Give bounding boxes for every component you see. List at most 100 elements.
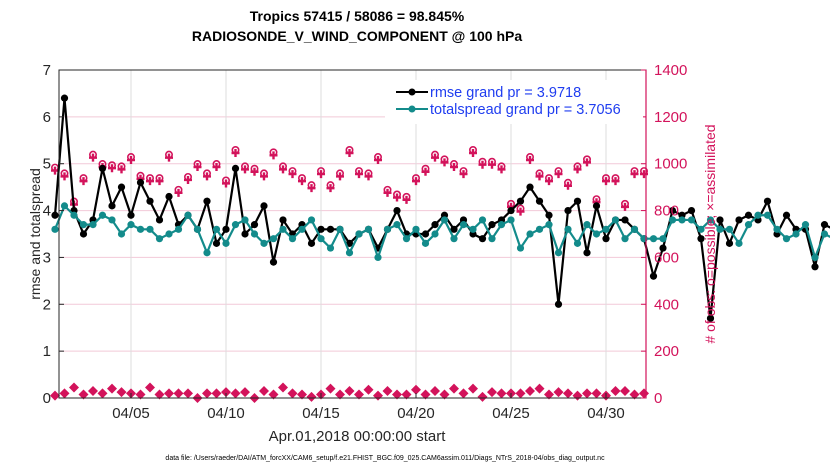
rmse-point [98, 164, 107, 172]
rmse-point [545, 211, 553, 219]
totalspread-point [89, 221, 97, 229]
rmse-point [735, 216, 743, 224]
rmse-point [60, 94, 69, 102]
y-tick-label-right: 1200 [654, 109, 687, 126]
assimilated-obs-marker [344, 385, 355, 396]
totalspread-point [611, 216, 620, 224]
totalspread-point [307, 216, 316, 224]
rmse-line [53, 98, 830, 319]
rmse-point [725, 239, 734, 247]
assimilated-obs-marker [411, 384, 421, 395]
rmse-point [763, 197, 772, 205]
assimilated-obs-marker [183, 388, 193, 399]
assimilated-obs-marker [268, 389, 279, 400]
assimilated-obs-marker [69, 382, 79, 393]
assimilated-obs-marker [430, 385, 440, 396]
rmse-point [649, 272, 658, 280]
assimilated-obs-marker [420, 389, 431, 400]
y-axis-label: rmse and totalspread [27, 168, 43, 300]
assimilated-obs-marker [582, 388, 592, 399]
rmse-point [668, 206, 677, 215]
rmse-point [573, 197, 582, 205]
totalspread-point [146, 225, 154, 233]
totalspread-point [155, 235, 164, 243]
x-tick-label: 04/25 [492, 405, 530, 422]
y-ticks-right: 0 200 400 600 800 1000 1200 1400 [641, 62, 687, 407]
rmse-point [488, 221, 496, 229]
totalspread-point [298, 225, 306, 233]
totalspread-point [573, 239, 582, 247]
possible-obs-cross [269, 151, 278, 160]
x-axis-label: Apr.01,2018 00:00:00 start [269, 428, 447, 445]
rmse-point [307, 239, 316, 247]
rmse-point [317, 225, 325, 233]
grid [59, 70, 646, 398]
totalspread-point [165, 230, 173, 238]
possible-obs-cross [127, 156, 135, 165]
rmse-point [820, 221, 829, 229]
totalspread-point [70, 211, 78, 219]
legend-spread-label: totalspread grand pr = 3.7056 [430, 102, 621, 118]
totalspread-point [117, 230, 126, 238]
assimilated-obs-marker [240, 387, 250, 398]
rmse-point [51, 211, 59, 219]
assimilated-obs-marker [278, 382, 288, 393]
totalspread-point [412, 225, 420, 233]
possible-obs-cross [288, 170, 297, 179]
legend-box [385, 80, 643, 124]
totalspread-point [279, 225, 287, 233]
possible-obs-cross [307, 184, 316, 193]
totalspread-point [260, 239, 268, 247]
assimilated-obs-marker [468, 383, 478, 394]
rmse-point [706, 314, 715, 322]
assimilated-obs-marker [287, 388, 298, 399]
totalspread-point [678, 216, 686, 224]
assimilated-obs-marker [525, 385, 535, 396]
assimilated-obs-marker [401, 389, 412, 400]
y-tick-label: 0 [43, 390, 51, 407]
totalspread-point [184, 211, 192, 219]
totalspread-point [459, 221, 468, 229]
assimilated-obs-marker [135, 389, 146, 400]
totalspread-point [136, 225, 145, 233]
totalspread-point [326, 244, 335, 252]
totalspread-point [108, 216, 116, 224]
totalspread-point [659, 235, 667, 243]
possible-obs-cross [621, 202, 629, 211]
possible-obs-cross [108, 164, 116, 173]
totalspread-point [630, 225, 639, 233]
assimilated-obs-marker [173, 388, 184, 399]
totalspread-point [383, 225, 392, 233]
totalspread-point [317, 235, 325, 243]
assimilated-obs-marker [439, 389, 450, 400]
possible-obs-cross [431, 153, 439, 162]
totalspread-point [583, 221, 591, 229]
assimilated-obs-marker [107, 383, 117, 394]
y-tick-label: 7 [43, 62, 51, 79]
possible-obs-cross [155, 177, 164, 186]
totalspread-point [478, 216, 487, 224]
y-tick-label-right: 800 [654, 203, 679, 220]
rmse-point [231, 164, 240, 172]
totalspread-point [431, 230, 439, 238]
possible-obs-cross [488, 160, 496, 169]
assimilated-obs-marker [325, 383, 336, 394]
possible-obs-cross [89, 153, 97, 162]
totalspread-point [602, 225, 610, 233]
rmse-point [431, 221, 439, 229]
rmse-point [716, 216, 724, 224]
rmse-point [212, 239, 221, 247]
x-tick-label: 04/15 [302, 405, 340, 422]
rmse-point [108, 202, 116, 210]
possible-obs-cross [117, 165, 126, 174]
assimilated-obs-marker [78, 389, 89, 400]
totalspread-point [231, 221, 240, 229]
legend-spread-marker [408, 105, 416, 113]
possible-obs-cross [459, 170, 468, 179]
totalspread-point [773, 225, 781, 233]
totalspread-point [621, 235, 629, 243]
rmse-point [421, 230, 430, 238]
assimilated-obs-marker [50, 390, 60, 401]
assimilated-obs-marker [211, 388, 222, 399]
y-tick-label-right: 600 [654, 249, 679, 266]
